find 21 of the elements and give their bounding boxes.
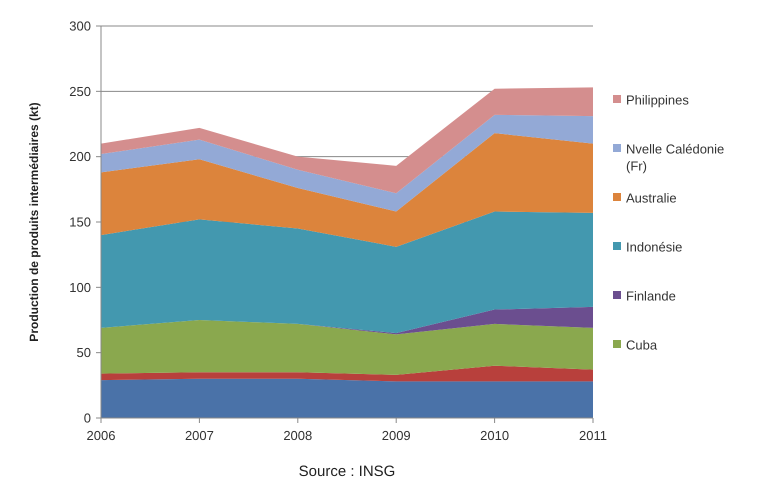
legend-label: Cuba [626,338,658,353]
x-tick-label: 2011 [579,428,607,443]
legend-label: Nvelle Calédonie (Fr) [626,142,724,174]
legend-label: Finlande [626,288,676,304]
y-tick-label: 0 [84,410,91,426]
x-tick-label: 2007 [184,428,214,443]
x-tick-label: 2010 [480,428,510,443]
y-tick-label: 100 [69,280,91,295]
y-tick-label: 250 [69,84,91,99]
legend-label: Australie [626,190,677,206]
y-tick-label: 200 [69,149,91,164]
x-tick-label: 2006 [86,428,116,443]
x-tick-label: 2008 [283,428,312,443]
x-tick-label: 2009 [382,428,411,443]
legend-label: Philippines [626,92,690,108]
source-note: Source : INSG [298,463,396,480]
y-tick-label: 50 [76,345,91,360]
y-axis-title: Production de produits intermédiaires (kt) [27,102,41,342]
legend-label: Indonésie [626,240,682,255]
y-tick-label: 150 [69,214,91,230]
y-tick-label: 300 [69,18,91,34]
